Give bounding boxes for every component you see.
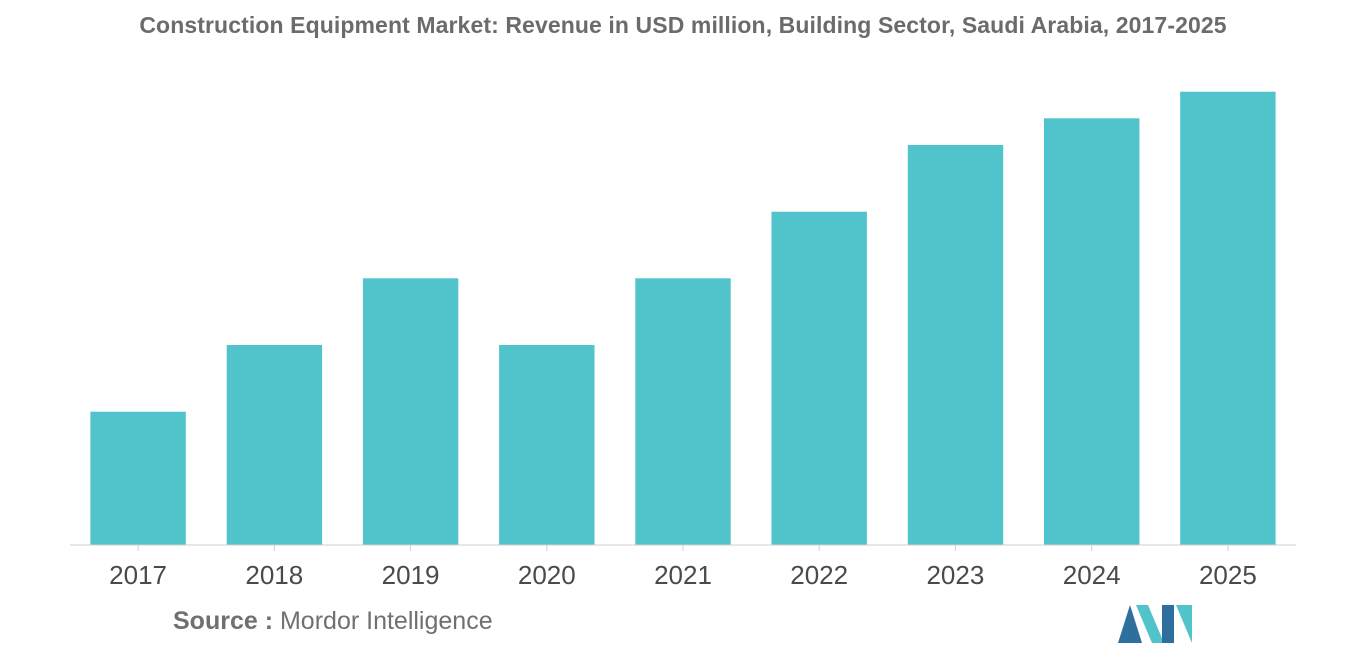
bar-2018 [226, 345, 323, 545]
logo-shape-left [1118, 605, 1142, 643]
bar-2017 [90, 411, 186, 545]
bar-2022 [771, 211, 867, 545]
x-tick-label-2021: 2021 [654, 560, 712, 590]
source-value: Mordor Intelligence [279, 607, 493, 635]
logo-shape-edge [1176, 605, 1192, 643]
x-tick-label-2017: 2017 [109, 560, 167, 590]
x-tick-label-2018: 2018 [245, 560, 303, 590]
mordor-intelligence-logo-icon [1118, 605, 1192, 643]
x-tick-label-2020: 2020 [518, 560, 576, 590]
bar-2025 [1180, 91, 1276, 545]
bar-2021 [635, 278, 731, 545]
bar-2019 [362, 278, 459, 545]
bar-2024 [1044, 118, 1140, 546]
x-tick-label-2022: 2022 [790, 560, 848, 590]
source-label: Source : [173, 607, 274, 635]
bars-group [90, 91, 1276, 546]
bar-chart: 2017 2018 2019 2020 2021 2022 2023 2024 2025 [70, 91, 1296, 590]
logo-shape-mid [1136, 605, 1164, 643]
source-note: Source : Mordor Intelligence [173, 607, 493, 636]
x-tick-labels: 2017 2018 2019 2020 2021 2022 2023 2024 2025 [109, 560, 1257, 590]
x-tick-label-2024: 2024 [1063, 560, 1121, 590]
logo-shape-right [1162, 605, 1174, 643]
x-tick-marks [137, 545, 1229, 551]
x-tick-label-2023: 2023 [926, 560, 984, 590]
chart-title: Construction Equipment Market: Revenue i… [139, 12, 1227, 38]
bar-2023 [907, 145, 1004, 545]
x-tick-label-2025: 2025 [1199, 560, 1257, 590]
bar-2020 [499, 345, 595, 545]
x-tick-label-2019: 2019 [382, 560, 440, 590]
